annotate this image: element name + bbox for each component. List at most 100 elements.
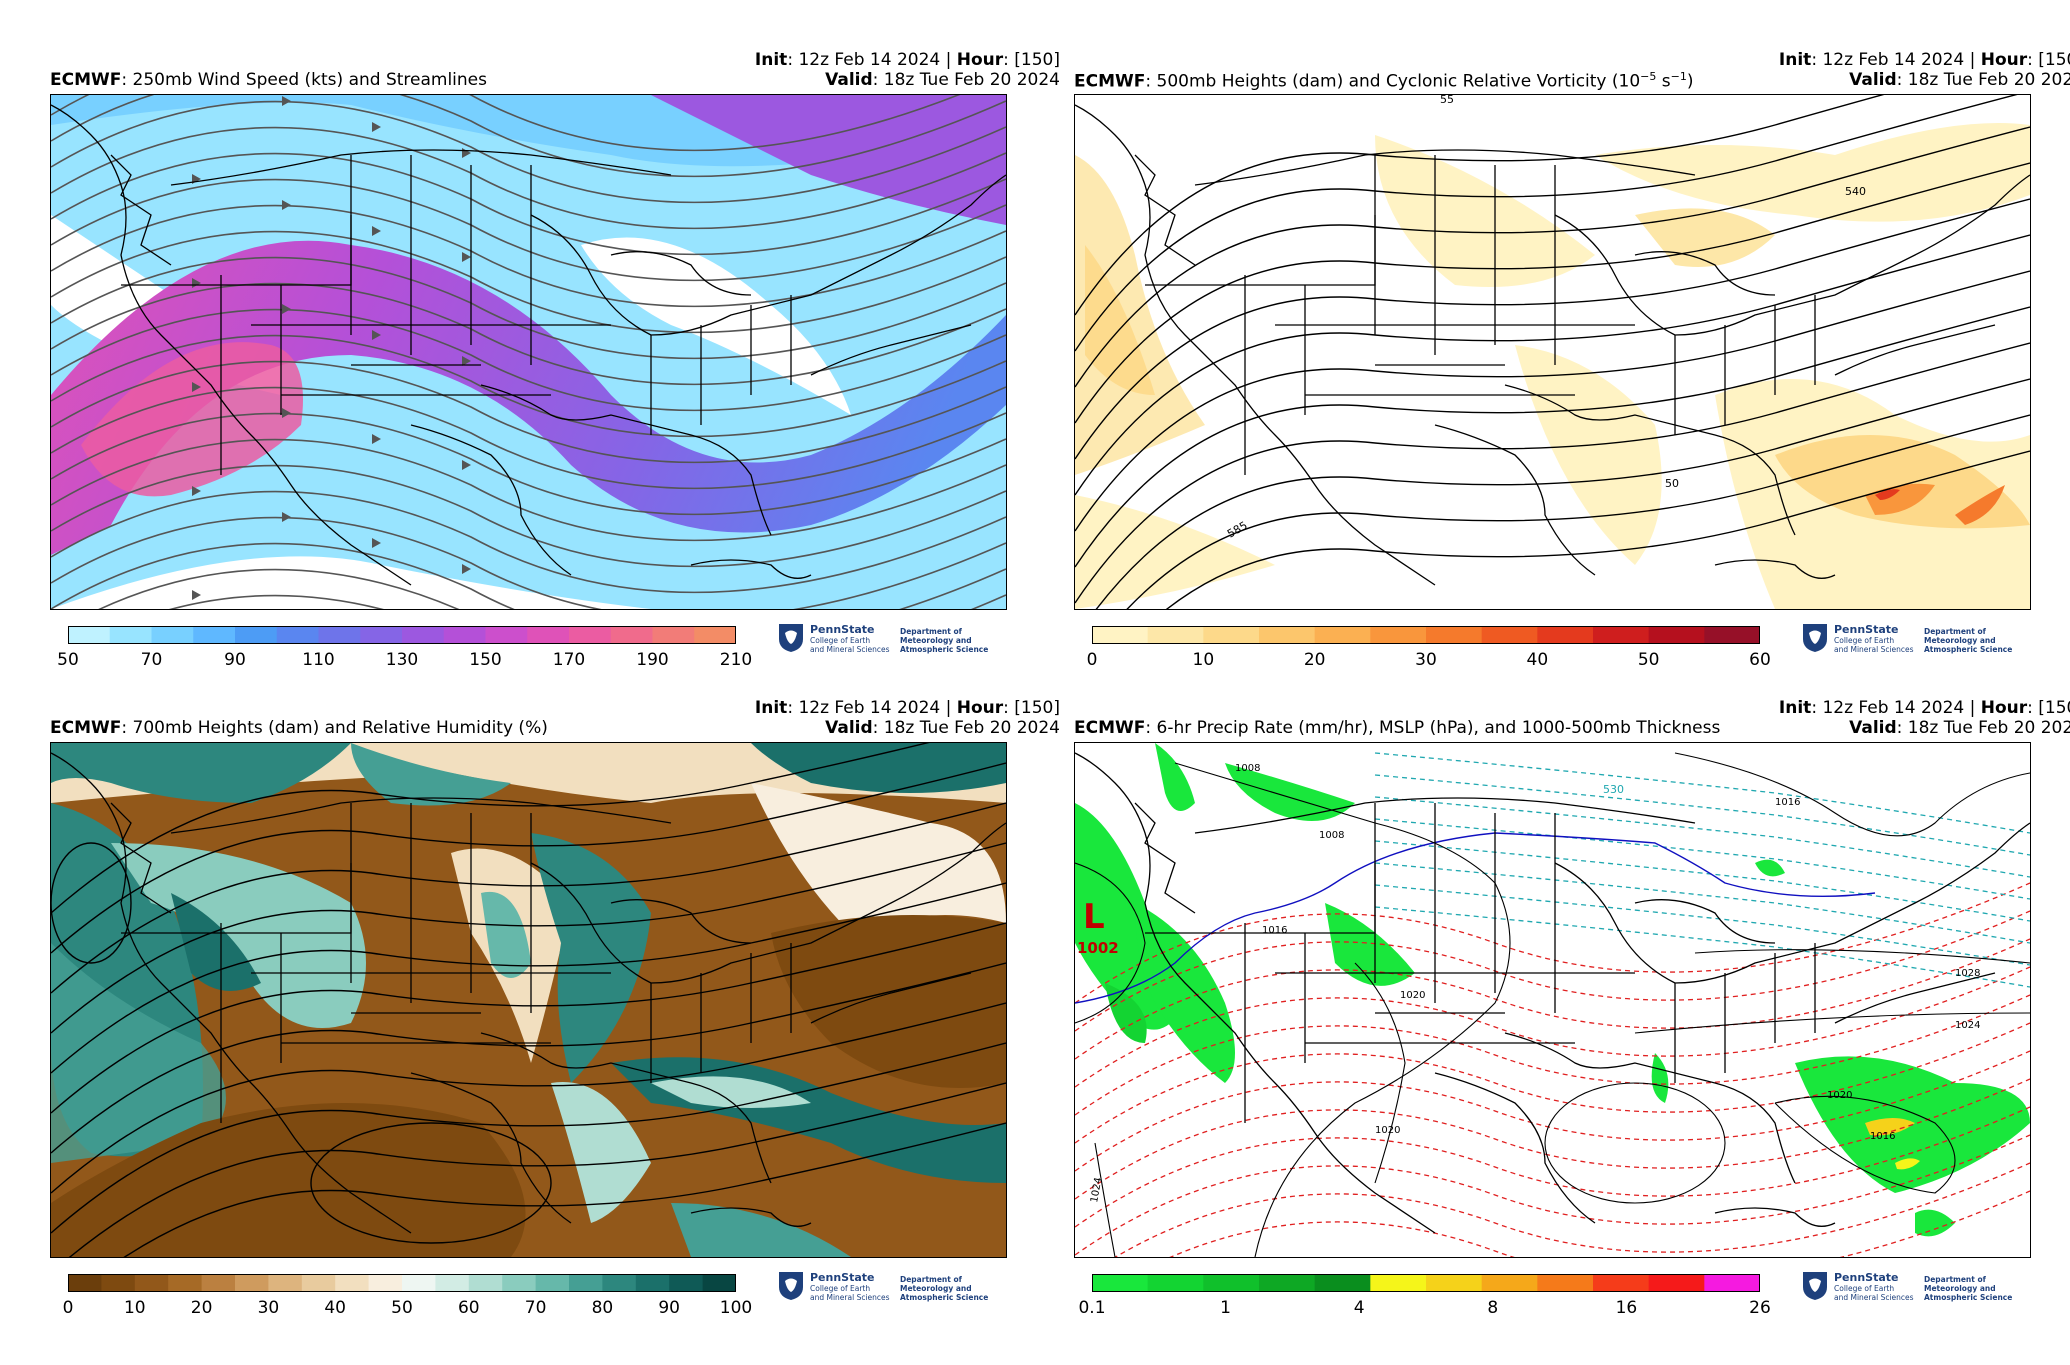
pennstate-logo: PennState College of Earth and Mineral Sc… bbox=[1802, 1271, 2022, 1305]
streamline bbox=[51, 334, 1006, 438]
border-line bbox=[1075, 752, 1436, 1234]
streamline-arrow-icon bbox=[372, 330, 381, 340]
isobar bbox=[1094, 1142, 1116, 1257]
colorbar-tick-label: 1 bbox=[1220, 1298, 1232, 1318]
border-line bbox=[51, 752, 412, 1234]
colorbar-segment bbox=[669, 1274, 704, 1292]
colorbar-tick-label: 10 bbox=[1192, 650, 1215, 670]
colorbar-segment bbox=[318, 626, 361, 644]
streamline-arrow-icon bbox=[192, 590, 201, 600]
valid-line: Valid: 18z Tue Feb 20 2024 bbox=[1849, 70, 2070, 90]
border-line bbox=[810, 324, 972, 376]
colorbar-segment bbox=[527, 626, 570, 644]
isobar-label: 1016 bbox=[1262, 925, 1287, 936]
isobar bbox=[1075, 862, 1146, 1024]
colorbar-tick-label: 30 bbox=[1415, 650, 1437, 670]
border-line bbox=[350, 803, 532, 1013]
isobar-label: 1028 bbox=[1955, 968, 1980, 979]
streamline bbox=[51, 386, 1006, 490]
isobar bbox=[1634, 1012, 2030, 1034]
colorbar-segment bbox=[301, 1274, 336, 1292]
colorbar-tick-label: 210 bbox=[719, 650, 753, 670]
border-line bbox=[810, 972, 972, 1024]
isobar-label: 1020 bbox=[1827, 1090, 1852, 1101]
colorbar-tick-label: 50 bbox=[57, 650, 79, 670]
thickness-contour bbox=[1075, 1134, 2030, 1256]
height-contour bbox=[68, 1082, 1006, 1257]
colorbar-segment bbox=[485, 626, 528, 644]
border-line bbox=[1674, 943, 1816, 1083]
streamline bbox=[51, 464, 1006, 568]
border-line bbox=[1134, 802, 1196, 914]
border-line bbox=[1275, 972, 1635, 1044]
height-contour bbox=[1126, 414, 2030, 609]
height-contour bbox=[51, 922, 1006, 1114]
colorbar-segment bbox=[193, 626, 236, 644]
height-contour bbox=[1075, 342, 2030, 604]
streamline bbox=[51, 438, 1006, 542]
colorbar-segment bbox=[1092, 1274, 1149, 1292]
border-line bbox=[410, 1072, 572, 1224]
streamline bbox=[51, 95, 1006, 178]
border-line bbox=[480, 384, 772, 536]
border-line bbox=[1434, 424, 1596, 576]
border-line bbox=[110, 802, 172, 914]
colorbar-segment bbox=[1593, 626, 1650, 644]
streamline bbox=[51, 490, 1006, 594]
thickness-contour bbox=[1075, 994, 2030, 1116]
contour-label: 55 bbox=[1440, 95, 1454, 106]
streamline-arrow-icon bbox=[462, 356, 471, 366]
border-line bbox=[1194, 797, 1696, 834]
colorbar-tick-label: 26 bbox=[1749, 1298, 1771, 1318]
border-line bbox=[690, 559, 812, 579]
border-line bbox=[610, 899, 752, 944]
streamline bbox=[51, 308, 1006, 412]
colorbar-tick-label: 30 bbox=[257, 1298, 280, 1318]
colorbar-segment bbox=[1648, 626, 1705, 644]
streamline bbox=[98, 568, 1006, 609]
state-borders bbox=[51, 752, 1006, 1234]
colorbar-segment bbox=[1704, 1274, 1760, 1292]
colorbar-segment bbox=[694, 626, 736, 644]
panel-title: ECMWF: 700mb Heights (dam) and Relative … bbox=[50, 718, 548, 738]
colorbar-tick-label: 60 bbox=[457, 1298, 480, 1318]
init-line: Init: 12z Feb 14 2024 | Hour: [150] bbox=[754, 698, 1060, 718]
colorbar-segment bbox=[502, 1274, 537, 1292]
colorbar-segment bbox=[268, 1274, 303, 1292]
colorbar-segment bbox=[360, 626, 403, 644]
colorbar-tick-label: 70 bbox=[524, 1298, 547, 1318]
colorbar-tick-label: 50 bbox=[1637, 650, 1660, 670]
colorbar-ticks: 0 10 20 30 40 50 60 bbox=[1087, 650, 1771, 670]
pennstate-logo: PennState College of Earth and Mineral Sc… bbox=[778, 623, 998, 657]
streamline bbox=[51, 95, 961, 152]
colorbar-segment bbox=[1092, 626, 1149, 644]
colorbar-tick-label: 110 bbox=[302, 650, 335, 670]
thickness-contour bbox=[1114, 1162, 2030, 1257]
colorbar-segment bbox=[1147, 626, 1204, 644]
streamline bbox=[169, 594, 384, 609]
border-line bbox=[1194, 149, 1696, 186]
border-line bbox=[170, 797, 672, 834]
border-line bbox=[170, 149, 672, 186]
colorbar-tick-label: 16 bbox=[1615, 1298, 1638, 1318]
height-contours bbox=[1075, 95, 2030, 609]
colorbar-tick-label: 100 bbox=[719, 1298, 753, 1318]
border-line bbox=[110, 154, 172, 266]
colorbar-tick-label: 40 bbox=[1526, 650, 1549, 670]
humidity-map bbox=[51, 743, 1006, 1257]
border-line bbox=[1634, 251, 1776, 296]
thickness-contour bbox=[1075, 1050, 2030, 1172]
colorbar-segment bbox=[443, 626, 486, 644]
wind-250mb-panel: Init: 12z Feb 14 2024 | Hour: [150] ECMW… bbox=[50, 38, 1060, 678]
init-line: Init: 12z Feb 14 2024 | Hour: [150] bbox=[1778, 50, 2070, 70]
map-area bbox=[50, 94, 1007, 610]
state-borders bbox=[1075, 752, 2030, 1234]
border-line bbox=[1834, 324, 1996, 376]
map-area bbox=[50, 742, 1007, 1258]
colorbar-segment bbox=[402, 1274, 436, 1292]
rh-700mb-panel: Init: 12z Feb 14 2024 | Hour: [150] ECMW… bbox=[50, 686, 1060, 1326]
border-line bbox=[51, 104, 412, 586]
colorbar-segment bbox=[101, 1274, 136, 1292]
thickness-contour bbox=[1075, 1078, 2030, 1200]
colorbar-segment bbox=[1704, 626, 1760, 644]
